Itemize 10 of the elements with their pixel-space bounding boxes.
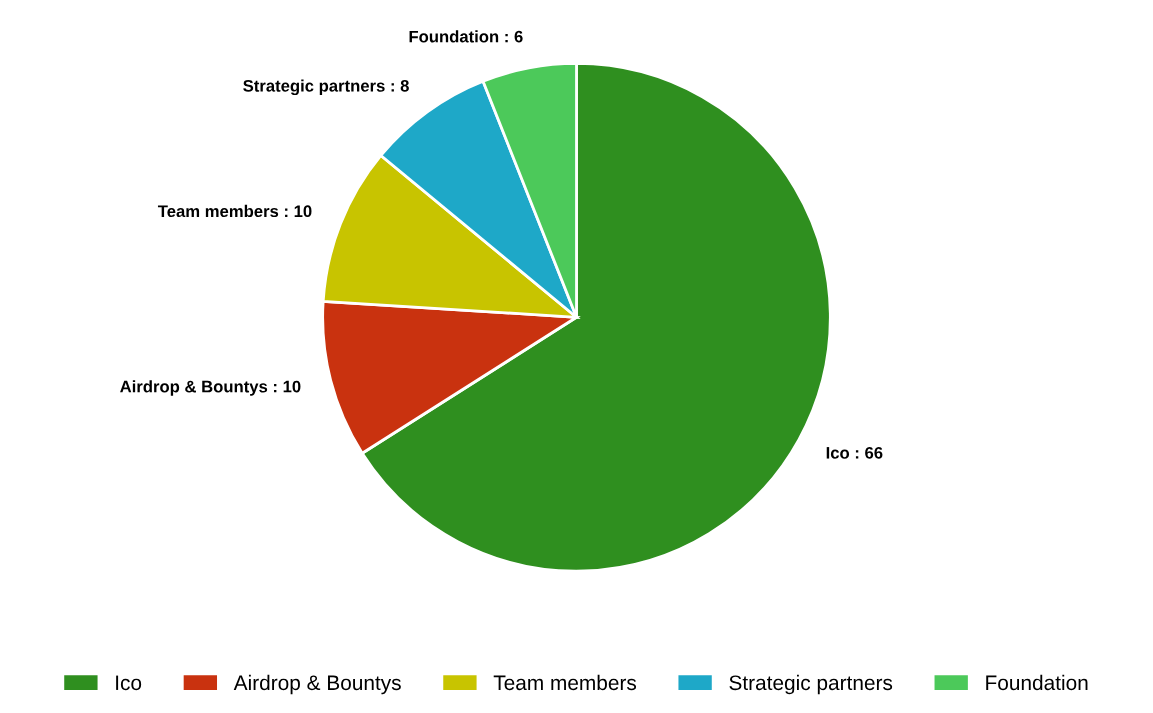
legend-label: Airdrop & Bountys xyxy=(233,674,401,695)
legend-label: Strategic partners xyxy=(729,674,893,695)
data-label: Team members : 10 xyxy=(157,204,312,218)
legend-label: Ico xyxy=(116,675,142,691)
data-label: Ico : 66 xyxy=(826,446,883,459)
data-label: Strategic partners : 8 xyxy=(243,79,409,96)
legend-label: Team members xyxy=(493,674,637,691)
data-label: Foundation : 6 xyxy=(409,30,523,43)
legend-label: Foundation xyxy=(986,674,1088,691)
data-label: Airdrop & Bountys : 10 xyxy=(120,380,301,396)
